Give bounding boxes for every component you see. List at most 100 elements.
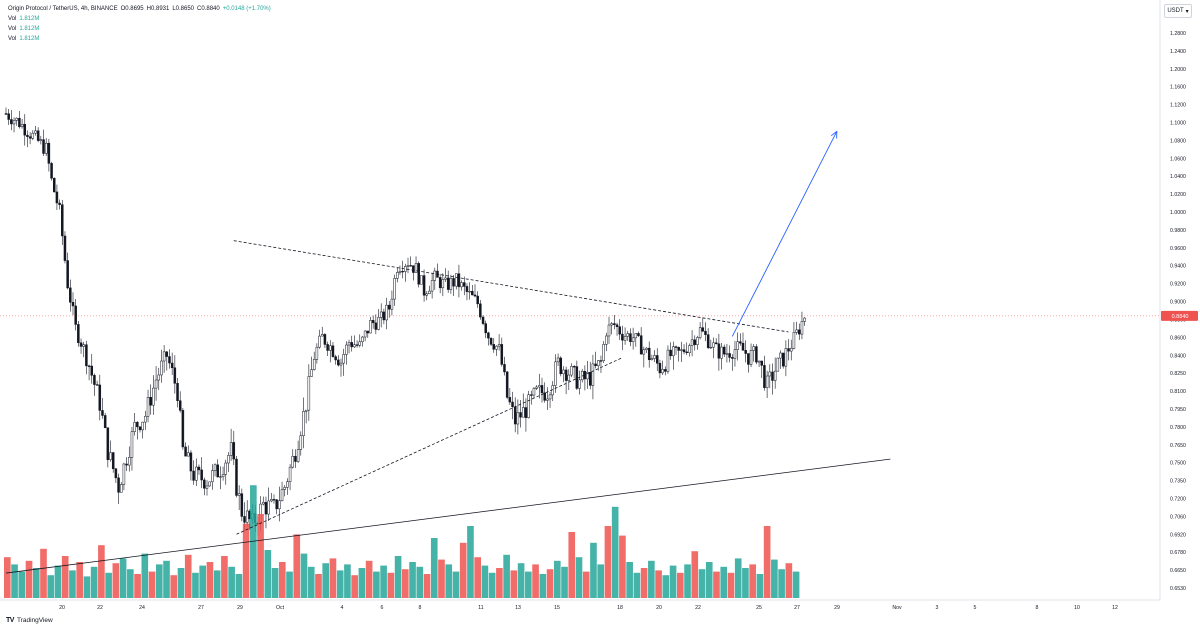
- candle-body: [465, 286, 469, 292]
- candle-body: [47, 142, 51, 164]
- candle-body: [283, 487, 286, 490]
- candle-body: [374, 322, 378, 330]
- candle-body: [382, 311, 386, 321]
- open-value: O0.8695: [120, 6, 144, 12]
- price-tick-label: 0.7350: [1170, 479, 1186, 485]
- volume-bar: [590, 542, 597, 598]
- candle-body: [452, 278, 455, 287]
- candle-body: [310, 369, 313, 377]
- volume-bar: [127, 569, 134, 598]
- volume-bar: [286, 571, 293, 598]
- candle-body: [760, 360, 764, 366]
- candle-body: [698, 327, 702, 338]
- candle-body: [291, 455, 295, 468]
- time-tick-label: 5: [974, 605, 977, 611]
- candle-body: [133, 421, 136, 432]
- volume-bar: [98, 545, 105, 598]
- price-tick-label: 1.0000: [1170, 210, 1186, 216]
- candle-body: [114, 468, 118, 479]
- candle-body: [55, 191, 59, 204]
- volume-bar: [163, 560, 170, 598]
- volume-bar: [430, 538, 438, 598]
- candle-body: [77, 324, 80, 344]
- candle-body: [377, 317, 380, 330]
- volume-row[interactable]: Vol 1.812M: [8, 24, 271, 34]
- volume-bar: [141, 553, 149, 598]
- chart-legend: Origin Protocol / TetherUS, 4h, BINANCE …: [8, 4, 271, 44]
- time-tick-label: 10: [1074, 605, 1080, 611]
- time-tick-label: 8: [419, 605, 422, 611]
- candle-body: [358, 341, 362, 346]
- candle-body: [197, 466, 201, 471]
- candle-body: [476, 295, 479, 305]
- candle-body: [741, 342, 745, 351]
- volume-bar: [83, 576, 91, 598]
- tradingview-logo-icon: TV: [6, 617, 14, 624]
- candle-body: [299, 435, 303, 450]
- candle-body: [205, 485, 209, 489]
- candle-body: [240, 493, 244, 517]
- candle-body: [144, 415, 147, 423]
- volume-bar: [640, 568, 648, 598]
- volume-row[interactable]: Vol 1.812M: [8, 14, 271, 24]
- candle-body: [63, 235, 67, 261]
- price-tick-label: 0.8100: [1170, 389, 1186, 395]
- candle-body: [653, 355, 656, 359]
- tradingview-branding[interactable]: TV TradingView: [6, 617, 53, 624]
- candle-body: [575, 366, 579, 389]
- candle-body: [706, 334, 710, 348]
- candle-body: [610, 323, 613, 326]
- candle-body: [125, 463, 128, 466]
- candle-body: [146, 397, 150, 417]
- candle-body: [618, 326, 621, 335]
- candle-body: [613, 323, 616, 325]
- candle-body: [61, 204, 64, 237]
- candle-body: [312, 359, 316, 370]
- candle-body: [578, 379, 581, 389]
- price-tick-label: 0.7650: [1170, 443, 1186, 449]
- symbol-title[interactable]: Origin Protocol / TetherUS, 4h, BINANCE: [8, 6, 118, 12]
- volume-bar: [727, 572, 735, 598]
- candle-body: [417, 263, 420, 285]
- volume-bar: [597, 564, 605, 598]
- candle-body: [642, 349, 646, 355]
- low-value: L0.8650: [172, 6, 195, 12]
- time-tick-label: 15: [554, 605, 560, 611]
- volume-bar: [416, 566, 424, 598]
- price-tick-label: 0.6530: [1170, 586, 1186, 592]
- candle-body: [342, 354, 345, 364]
- candle-body: [615, 324, 619, 327]
- candle-body: [71, 302, 75, 307]
- candle-body: [28, 136, 32, 139]
- candle-body: [363, 330, 367, 338]
- candle-body: [186, 452, 190, 457]
- candle-body: [658, 363, 662, 374]
- volume-row[interactable]: Vol 1.812M: [8, 34, 271, 44]
- candle-body: [538, 385, 541, 388]
- time-tick-label: 22: [695, 605, 701, 611]
- candle-body: [639, 335, 643, 355]
- candle-body: [789, 348, 793, 352]
- candle-body: [752, 346, 755, 351]
- volume-bar: [155, 564, 163, 598]
- brand-name: TradingView: [16, 617, 53, 624]
- currency-selector[interactable]: USDT ▾: [1164, 4, 1192, 18]
- candle-body: [347, 342, 351, 346]
- volume-bar: [611, 506, 619, 598]
- volume-bar: [47, 575, 55, 598]
- price-tick-label: 0.8600: [1170, 335, 1186, 341]
- candle-body: [79, 342, 83, 347]
- price-tick-label: 0.6780: [1170, 550, 1186, 556]
- candle-body: [58, 202, 61, 205]
- volume-bar: [582, 571, 590, 598]
- candle-body: [195, 466, 198, 481]
- candle-body: [23, 123, 27, 136]
- candle-body: [320, 334, 324, 337]
- volume-bar: [568, 532, 576, 598]
- volume-bar: [445, 564, 453, 598]
- candle-body: [554, 361, 557, 386]
- candle-body: [149, 397, 152, 406]
- candle-body: [117, 477, 120, 493]
